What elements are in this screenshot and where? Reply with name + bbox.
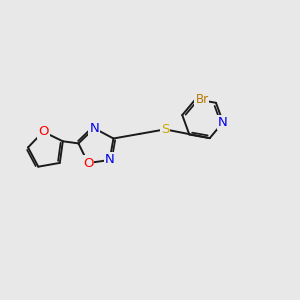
Text: N: N xyxy=(218,116,228,129)
Text: Br: Br xyxy=(195,93,208,106)
Text: S: S xyxy=(161,123,169,136)
Text: N: N xyxy=(89,122,99,135)
Text: O: O xyxy=(83,157,93,169)
Text: N: N xyxy=(105,154,115,166)
Text: O: O xyxy=(38,125,49,138)
